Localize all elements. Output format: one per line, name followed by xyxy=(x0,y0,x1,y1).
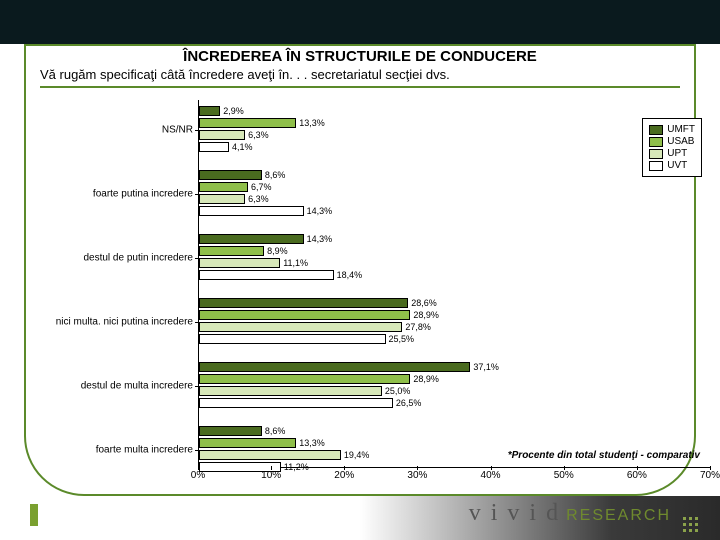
category-group: foarte putina incredere8,6%6,7%6,3%14,3% xyxy=(199,170,710,218)
bar: 25,5% xyxy=(199,334,386,344)
x-tick-label: 70% xyxy=(700,470,720,481)
category-label: destul de multa incredere xyxy=(49,381,199,392)
bar: 28,9% xyxy=(199,374,410,384)
bar-value-label: 19,4% xyxy=(340,450,370,460)
bar: 37,1% xyxy=(199,362,470,372)
x-tick-label: 40% xyxy=(481,470,501,481)
bar: 28,9% xyxy=(199,310,410,320)
plot-area: UMFTUSABUPTUVT *Procente din total stude… xyxy=(198,100,710,468)
x-tick-label: 20% xyxy=(334,470,354,481)
brand-research: RESEARCH xyxy=(566,507,671,525)
category-label: foarte putina incredere xyxy=(49,189,199,200)
bar: 14,3% xyxy=(199,234,304,244)
x-tick-mark xyxy=(710,466,711,470)
bar-value-label: 6,7% xyxy=(247,182,272,192)
footer-accent-bar xyxy=(30,504,38,526)
category-group: nici multa. nici putina incredere28,6%28… xyxy=(199,298,710,346)
bar: 13,3% xyxy=(199,438,296,448)
x-tick-mark xyxy=(637,466,638,470)
category-label: destul de putin incredere xyxy=(49,253,199,264)
bar-value-label: 13,3% xyxy=(295,118,325,128)
bar: 18,4% xyxy=(199,270,334,280)
title-underline xyxy=(40,86,680,88)
title-line-1: ÎNCREDEREA ÎN STRUCTURILE DE CONDUCERE xyxy=(40,48,680,65)
bar: 19,4% xyxy=(199,450,341,460)
bar: 8,6% xyxy=(199,170,262,180)
bar: 11,1% xyxy=(199,258,280,268)
bar-value-label: 25,5% xyxy=(385,334,415,344)
x-tick-mark xyxy=(198,466,199,470)
bar-value-label: 37,1% xyxy=(469,362,499,372)
bar-value-label: 27,8% xyxy=(401,322,431,332)
x-axis: 0%10%20%30%40%50%60%70% xyxy=(198,468,710,488)
x-tick-mark xyxy=(564,466,565,470)
bar-value-label: 26,5% xyxy=(392,398,422,408)
chart: UMFTUSABUPTUVT *Procente din total stude… xyxy=(48,100,710,488)
x-tick-label: 30% xyxy=(407,470,427,481)
slide: ÎNCREDEREA ÎN STRUCTURILE DE CONDUCERE V… xyxy=(0,0,720,540)
category-group: NS/NR2,9%13,3%6,3%4,1% xyxy=(199,106,710,154)
bar-value-label: 18,4% xyxy=(333,270,363,280)
bar: 25,0% xyxy=(199,386,382,396)
bar-value-label: 14,3% xyxy=(303,206,333,216)
legend-swatch xyxy=(649,161,663,171)
x-tick-mark xyxy=(344,466,345,470)
bar-value-label: 6,3% xyxy=(244,194,269,204)
brand-vivid: v i v i d xyxy=(469,500,560,527)
bar: 13,3% xyxy=(199,118,296,128)
x-tick-label: 0% xyxy=(191,470,205,481)
bar-value-label: 8,9% xyxy=(263,246,288,256)
x-tick-mark xyxy=(417,466,418,470)
bar-value-label: 11,1% xyxy=(279,258,308,268)
bar: 6,7% xyxy=(199,182,248,192)
category-group: foarte multa incredere8,6%13,3%19,4%11,2… xyxy=(199,426,710,474)
bar-value-label: 28,9% xyxy=(409,310,439,320)
bar-value-label: 25,0% xyxy=(381,386,411,396)
title-block: ÎNCREDEREA ÎN STRUCTURILE DE CONDUCERE V… xyxy=(40,48,680,88)
brand-dots-icon xyxy=(683,517,698,532)
bar: 28,6% xyxy=(199,298,408,308)
bar-value-label: 8,6% xyxy=(261,170,286,180)
bar: 2,9% xyxy=(199,106,220,116)
top-band xyxy=(0,0,720,44)
bar-value-label: 13,3% xyxy=(295,438,325,448)
bar: 8,9% xyxy=(199,246,264,256)
bar: 4,1% xyxy=(199,142,229,152)
category-group: destul de multa incredere37,1%28,9%25,0%… xyxy=(199,362,710,410)
category-label: foarte multa incredere xyxy=(49,445,199,456)
bar-value-label: 28,9% xyxy=(409,374,439,384)
bar-value-label: 28,6% xyxy=(407,298,437,308)
bar-value-label: 6,3% xyxy=(244,130,269,140)
x-tick-label: 10% xyxy=(261,470,281,481)
category-group: destul de putin incredere14,3%8,9%11,1%1… xyxy=(199,234,710,282)
bar: 6,3% xyxy=(199,130,245,140)
x-tick-mark xyxy=(491,466,492,470)
brand-logo: v i v i d RESEARCH xyxy=(469,500,698,532)
x-tick-label: 50% xyxy=(554,470,574,481)
footer: v i v i d RESEARCH xyxy=(0,496,720,540)
title-line-2: Vă rugăm specificaţi câtă încredere aveţ… xyxy=(40,67,680,82)
bar: 27,8% xyxy=(199,322,402,332)
bar-value-label: 8,6% xyxy=(261,426,286,436)
x-tick-label: 60% xyxy=(627,470,647,481)
bar-value-label: 4,1% xyxy=(228,142,253,152)
bar: 26,5% xyxy=(199,398,393,408)
bar: 8,6% xyxy=(199,426,262,436)
bar-value-label: 2,9% xyxy=(219,106,244,116)
bar: 14,3% xyxy=(199,206,304,216)
bar-value-label: 14,3% xyxy=(303,234,333,244)
x-tick-mark xyxy=(271,466,272,470)
category-label: nici multa. nici putina incredere xyxy=(49,317,199,328)
bar: 6,3% xyxy=(199,194,245,204)
y-axis-labels xyxy=(48,100,198,468)
category-label: NS/NR xyxy=(49,125,199,136)
